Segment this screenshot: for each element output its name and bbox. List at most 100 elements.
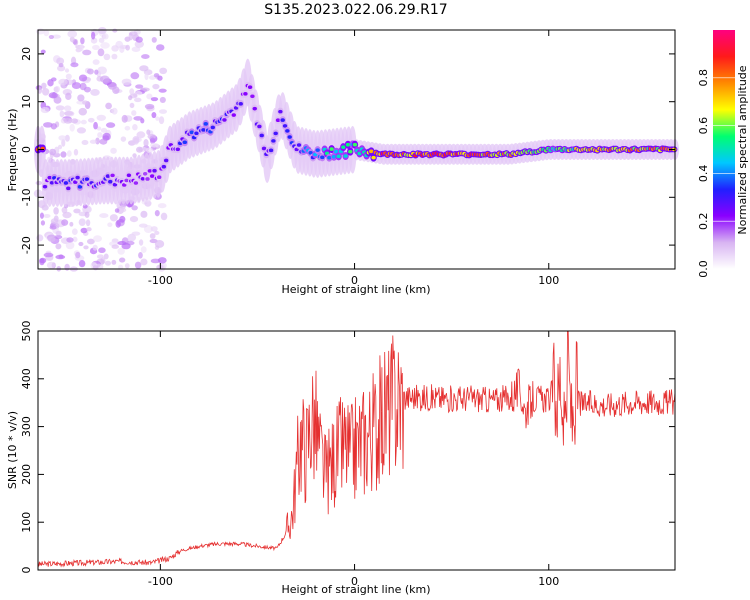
heatmap-noise-cell — [138, 252, 143, 259]
heatmap-noise-cell — [97, 132, 103, 138]
heatmap-ridge-cell — [156, 175, 162, 180]
heatmap-ridge-cell — [175, 147, 181, 152]
heatmap-noise-cell — [140, 210, 148, 218]
heatmap-noise-cell — [41, 87, 50, 96]
heatmap-ridge-cell — [287, 135, 292, 139]
heatmap-noise-cell — [67, 30, 78, 38]
heatmap-ridge-cell — [320, 155, 325, 160]
heatmap-noise-cell — [63, 111, 74, 116]
heatmap-noise-cell — [132, 124, 138, 131]
snr-ytick-label: 400 — [20, 368, 33, 389]
heatmap-noise-cell — [134, 40, 144, 48]
snr-ytick-label: 100 — [20, 512, 33, 533]
heatmap-noise-cell — [133, 97, 142, 103]
heatmap-noise-cell — [80, 119, 87, 125]
heatmap-xtick-label: 0 — [351, 274, 358, 287]
heatmap-noise-cell — [40, 106, 50, 114]
heatmap-noise-cell — [65, 92, 72, 101]
heatmap-noise-cell — [63, 105, 72, 112]
heatmap-ridge-cell — [201, 128, 206, 132]
heatmap-noise-cell — [65, 241, 75, 250]
heatmap-ridge-cell — [238, 102, 243, 106]
heatmap-noise-cell — [64, 263, 70, 271]
heatmap-noise-cell — [98, 37, 105, 43]
heatmap-noise-cell — [55, 230, 61, 236]
heatmap-noise-cell — [132, 136, 140, 144]
snr-xtick-label: -100 — [148, 575, 173, 588]
colorbar: 0.0 0.2 0.4 0.6 0.8 Normalized spectral ampl… — [697, 30, 749, 278]
heatmap-ridge-cell — [273, 131, 278, 136]
heatmap-ridge-cell — [231, 113, 236, 117]
heatmap-noise-cell — [49, 225, 57, 230]
heatmap-noise-cell — [110, 147, 117, 154]
heatmap-ridge-cell — [282, 124, 288, 128]
heatmap-noise-cell — [150, 97, 159, 102]
heatmap-noise-cell — [102, 33, 109, 40]
colorbar-tick-label: 0.4 — [697, 165, 710, 183]
heatmap-noise-cell — [90, 88, 100, 96]
heatmap-noise-cell — [43, 252, 54, 258]
heatmap-noise-cell — [92, 44, 100, 50]
heatmap-noise-cell — [121, 114, 128, 123]
heatmap-noise-cell — [35, 28, 45, 35]
heatmap-ytick-label: -20 — [20, 236, 33, 254]
heatmap-ridge-cell — [334, 149, 339, 154]
heatmap-ridge-cell — [329, 147, 334, 151]
heatmap-ridge-cell — [108, 179, 113, 184]
heatmap-noise-cell — [111, 53, 118, 60]
heatmap-ridge-cell — [271, 139, 276, 143]
heatmap-noise-cell — [99, 213, 109, 219]
heatmap-noise-cell — [43, 29, 50, 37]
heatmap-noise-cell — [100, 42, 110, 49]
heatmap-ridge-cell — [152, 168, 157, 173]
heatmap-noise-cell — [75, 47, 83, 52]
colorbar-tick-label: 0.6 — [697, 117, 710, 135]
heatmap-xtick-label: 100 — [538, 274, 559, 287]
heatmap-noise-cell — [57, 144, 63, 150]
heatmap-noise-cell — [43, 213, 51, 219]
heatmap-noise-cell — [150, 226, 158, 232]
heatmap-noise-cell — [66, 237, 74, 243]
heatmap-noise-cell — [158, 88, 167, 93]
heatmap-noise-cell — [89, 139, 97, 144]
heatmap-noise-cell — [131, 231, 141, 236]
heatmap-noise-cell — [80, 227, 88, 234]
heatmap-noise-cell — [78, 218, 86, 226]
heatmap-noise-cell — [87, 117, 95, 123]
heatmap-noise-cell — [93, 121, 98, 130]
heatmap-noise-cell — [64, 68, 70, 73]
heatmap-xtick-label: -100 — [148, 274, 173, 287]
heatmap-noise-cell — [80, 37, 85, 45]
heatmap-noise-cell — [111, 107, 118, 115]
heatmap-noise-cell — [40, 220, 46, 226]
colorbar-tick-label: 0.8 — [697, 69, 710, 87]
heatmap-noise-cell — [37, 86, 43, 94]
heatmap-noise-cell — [48, 92, 58, 99]
heatmap-ridge-cell — [49, 180, 55, 185]
heatmap-noise-cell — [141, 54, 150, 60]
heatmap-noise-cell — [153, 73, 160, 78]
heatmap-noise-cell — [157, 257, 167, 264]
heatmap-ridge-cell — [203, 122, 208, 126]
heatmap-ridge-cell — [163, 158, 169, 163]
heatmap-noise-cell — [79, 82, 87, 91]
heatmap-noise-cell — [155, 44, 165, 51]
heatmap-ridge-cell — [341, 145, 346, 149]
heatmap-ridge-cell — [145, 177, 150, 181]
heatmap-ridge-cell — [308, 151, 313, 155]
heatmap-noise-cell — [144, 72, 149, 81]
heatmap-ridge-cell — [268, 148, 274, 153]
heatmap-noise-cell — [102, 132, 111, 141]
heatmap-noise-cell — [131, 205, 138, 211]
heatmap-ridge-cell — [352, 142, 358, 147]
heatmap-noise-cell — [144, 103, 155, 110]
snr-ytick-label: 0 — [20, 567, 33, 574]
heatmap-ylabel: Frequency (Hz) — [6, 109, 19, 192]
heatmap-ridge-cell — [315, 148, 320, 152]
heatmap-ridge-cell — [247, 85, 253, 89]
heatmap-ridge-cell — [261, 146, 267, 151]
heatmap-ridge-cell — [143, 171, 148, 176]
heatmap-noise-cell — [103, 253, 109, 260]
heatmap-ridge-cell — [285, 129, 290, 133]
